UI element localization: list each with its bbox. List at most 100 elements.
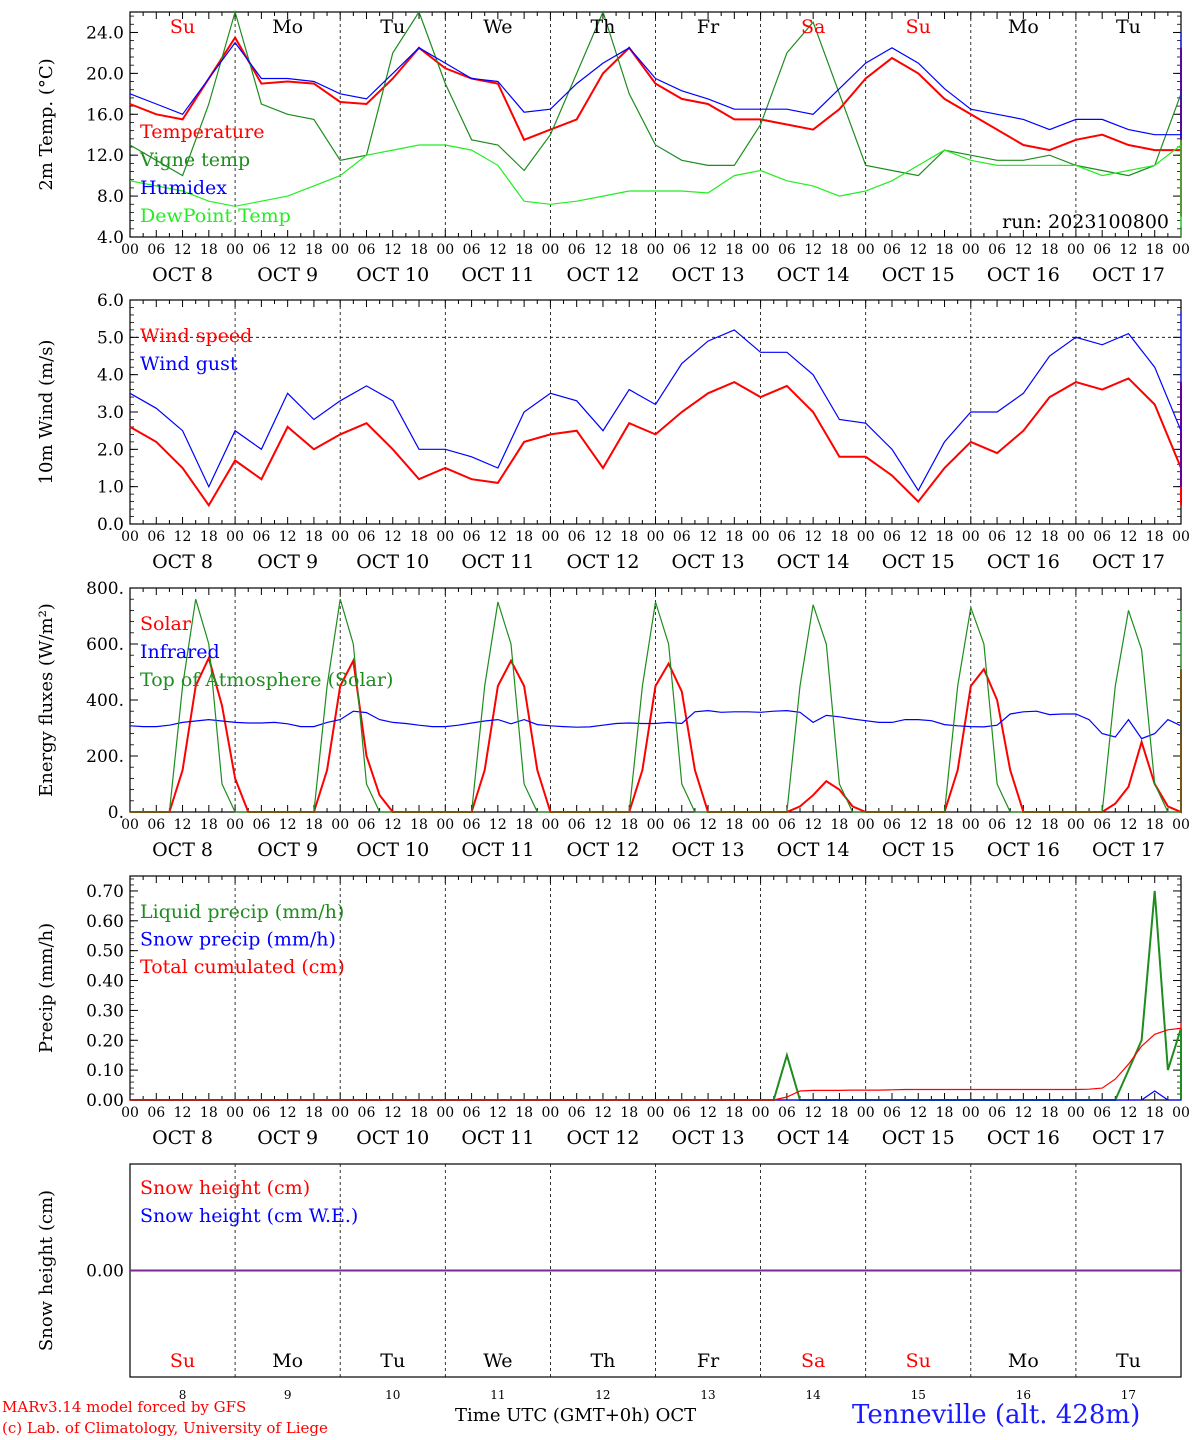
day-label: OCT 11: [461, 551, 534, 573]
legend-entry: Top of Atmosphere (Solar): [140, 669, 393, 691]
weekday-label: Sa: [801, 16, 825, 38]
legend-entry: Vigne temp: [139, 149, 250, 171]
hour-tick-label: 12: [1014, 529, 1032, 545]
hour-tick-label: 00: [436, 1105, 454, 1121]
day-label: OCT 12: [566, 264, 639, 286]
hour-tick-label: 06: [358, 242, 376, 258]
hour-tick-label: 06: [988, 1105, 1006, 1121]
hour-tick-label: 00: [226, 529, 244, 545]
hour-tick-label: 06: [778, 1105, 796, 1121]
y-tick-label: 5.0: [97, 328, 124, 348]
day-label: OCT 12: [566, 1127, 639, 1149]
day-label: OCT 14: [777, 839, 850, 861]
hour-tick-label: 06: [252, 1105, 270, 1121]
day-label: OCT 16: [987, 1127, 1060, 1149]
hour-tick-label: 12: [909, 1105, 927, 1121]
station-name: Tenneville (alt. 428m): [852, 1400, 1141, 1430]
y-tick-label: 4.0: [97, 366, 124, 386]
day-label: OCT 10: [356, 839, 429, 861]
hour-tick-label: 00: [331, 529, 349, 545]
y-tick-label: 6.0: [97, 291, 124, 311]
hour-tick-label: 18: [200, 529, 218, 545]
y-tick-label: 200.: [86, 747, 124, 767]
hour-tick-label: 00: [541, 242, 559, 258]
day-label: OCT 16: [987, 839, 1060, 861]
hour-tick-label: 06: [463, 1105, 481, 1121]
hour-tick-label: 00: [752, 529, 770, 545]
hour-tick-label: 00: [121, 1105, 139, 1121]
hour-tick-label: 00: [647, 529, 665, 545]
hour-tick-label: 06: [358, 529, 376, 545]
day-label: OCT 9: [257, 1127, 318, 1149]
y-tick-label: 0.20: [86, 1031, 124, 1051]
hour-tick-label: 18: [305, 242, 323, 258]
weekday-label: Tu: [380, 1350, 405, 1372]
legend-entry: Wind gust: [140, 353, 238, 375]
day-label: OCT 17: [1092, 264, 1165, 286]
hour-tick-label: 18: [725, 242, 743, 258]
legend-entry: Liquid precip (mm/h): [140, 901, 344, 923]
hour-tick-label: 12: [909, 817, 927, 833]
hour-tick-label: 06: [673, 1105, 691, 1121]
hour-tick-label: 12: [594, 817, 612, 833]
panel-4: 0.00 0.10 0.20 0.30 0.40 0.50 0.60 0.70 Precip (…: [36, 875, 1190, 1149]
hour-tick-label: 12: [804, 529, 822, 545]
hour-tick-label: 18: [831, 1105, 849, 1121]
hour-tick-label: 12: [1120, 1105, 1138, 1121]
hour-tick-label: 06: [568, 242, 586, 258]
hour-tick-label: 00: [331, 817, 349, 833]
day-label: OCT 13: [672, 839, 745, 861]
hour-tick-label: 18: [305, 529, 323, 545]
hour-tick-label: 00: [226, 1105, 244, 1121]
hour-tick-label: 00: [541, 529, 559, 545]
hour-tick-label: 00: [962, 242, 980, 258]
hour-tick-label: 18: [936, 242, 954, 258]
weekday-label: Sa: [801, 1350, 825, 1372]
hour-tick-label: 12: [174, 529, 192, 545]
hour-tick-label: 18: [515, 817, 533, 833]
day-label: OCT 12: [566, 839, 639, 861]
day-label: OCT 8: [152, 839, 213, 861]
hour-tick-label: 18: [410, 1105, 428, 1121]
hour-tick-label: 18: [200, 1105, 218, 1121]
hour-tick-label: 06: [147, 1105, 165, 1121]
weekday-label: Su: [170, 1350, 195, 1372]
y-axis-label: Precip (mm/h): [36, 923, 57, 1053]
hour-tick-label: 00: [1172, 242, 1190, 258]
hour-tick-label: 12: [804, 242, 822, 258]
hour-tick-label: 00: [1172, 529, 1190, 545]
hour-tick-label: 00: [541, 817, 559, 833]
day-label: OCT 14: [777, 264, 850, 286]
day-label: OCT 11: [461, 264, 534, 286]
day-label: OCT 13: [672, 1127, 745, 1149]
day-label: OCT 16: [987, 264, 1060, 286]
hour-tick-label: 18: [515, 242, 533, 258]
legend-entry: Total cumulated (cm): [140, 956, 345, 978]
hour-tick-label: 00: [226, 817, 244, 833]
weekday-label: Th: [590, 16, 615, 38]
day-label: OCT 15: [882, 839, 955, 861]
hour-tick-label: 12: [384, 242, 402, 258]
bottom-day-number: 14: [806, 1388, 822, 1402]
day-label: OCT 11: [461, 1127, 534, 1149]
hour-tick-label: 06: [673, 817, 691, 833]
day-label: OCT 16: [987, 551, 1060, 573]
hour-tick-label: 12: [909, 242, 927, 258]
day-label: OCT 12: [566, 551, 639, 573]
hour-tick-label: 18: [725, 1105, 743, 1121]
hour-tick-label: 00: [436, 242, 454, 258]
weekday-label: Su: [906, 16, 931, 38]
hour-tick-label: 00: [1172, 817, 1190, 833]
day-label: OCT 13: [672, 264, 745, 286]
hour-tick-label: 12: [489, 242, 507, 258]
series-line-top-of-atmosphere-solar-: [130, 599, 1182, 813]
hour-tick-label: 18: [725, 529, 743, 545]
hour-tick-label: 00: [857, 817, 875, 833]
hour-tick-label: 12: [1014, 1105, 1032, 1121]
hour-tick-label: 18: [831, 529, 849, 545]
hour-tick-label: 12: [804, 817, 822, 833]
hour-tick-label: 18: [1146, 529, 1164, 545]
panel-1: 4.0 8.0 12.0 16.0 20.0 24.0 2m Temp. (°C) 00 06 1…: [36, 9, 1190, 286]
bottom-day-number: 10: [385, 1388, 400, 1402]
weekday-label: Mo: [272, 16, 303, 38]
